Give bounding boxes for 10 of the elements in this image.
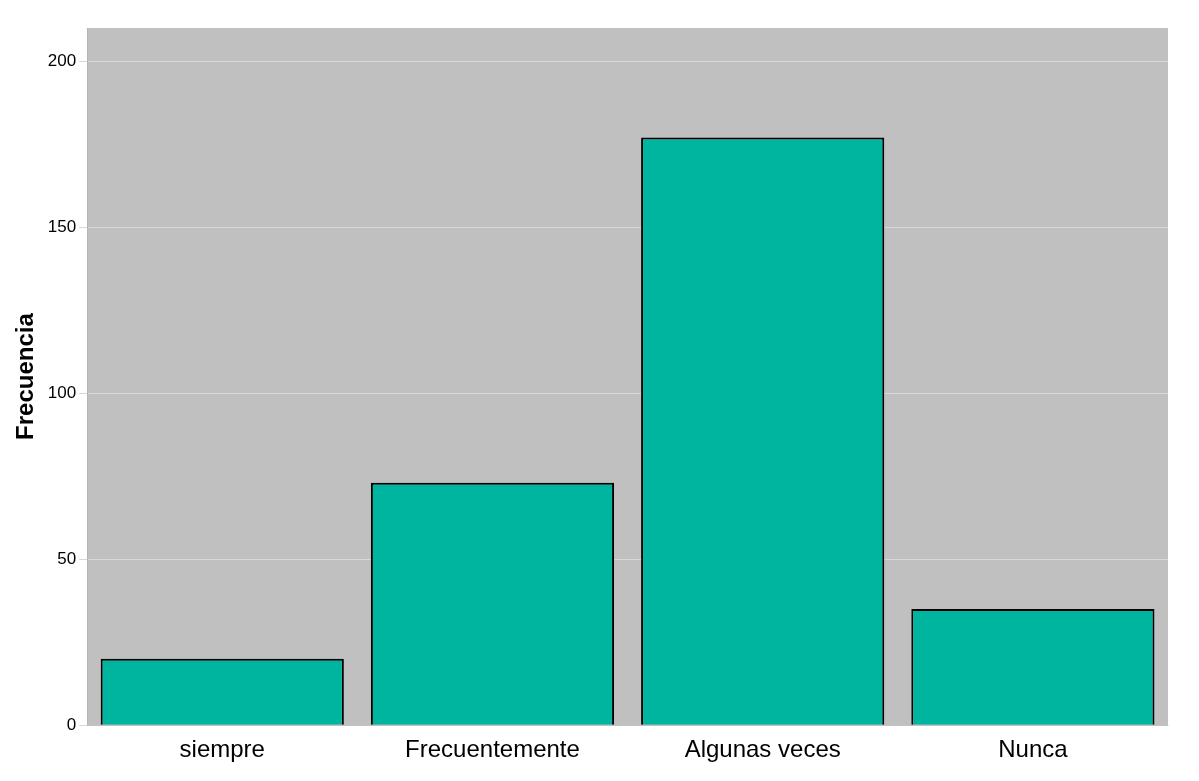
y-tick-label: 200 xyxy=(47,50,77,70)
x-tick-label: Nunca xyxy=(998,735,1069,763)
x-tick-label: siempre xyxy=(179,735,265,763)
y-axis-title: Frecuencia xyxy=(11,312,39,440)
y-tick-label: 150 xyxy=(47,216,77,236)
y-tick-label: 0 xyxy=(66,714,77,734)
y-tick-label: 100 xyxy=(47,382,77,402)
x-tick-label: Algunas veces xyxy=(684,735,841,763)
y-tick-label: 50 xyxy=(57,548,77,568)
x-tick-label: Frecuentemente xyxy=(405,735,580,763)
